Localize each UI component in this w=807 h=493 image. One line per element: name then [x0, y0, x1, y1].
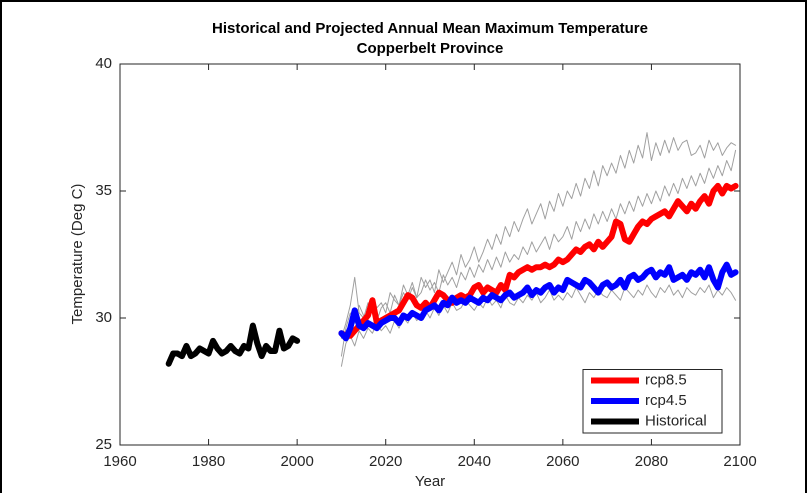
x-tick-label: 1960 [103, 453, 136, 470]
y-axis-label: Temperature (Deg C) [69, 184, 86, 325]
x-tick-label: 2080 [635, 453, 668, 470]
ensemble-line [340, 284, 737, 367]
legend-label: rcp8.5 [645, 371, 687, 388]
y-tick-label: 40 [95, 55, 112, 72]
chart-title: Historical and Projected Annual Mean Max… [212, 20, 648, 37]
y-tick-label: 35 [95, 182, 112, 199]
x-tick-label: 2060 [546, 453, 579, 470]
series-line [338, 261, 739, 342]
chart-subtitle: Copperbelt Province [357, 40, 504, 57]
legend-label: Historical [645, 412, 707, 429]
x-tick-label: 1980 [192, 453, 225, 470]
x-tick-label: 2040 [458, 453, 491, 470]
legend-label: rcp4.5 [645, 392, 687, 409]
x-tick-label: 2000 [280, 453, 313, 470]
series-line [165, 322, 301, 367]
y-tick-label: 25 [95, 436, 112, 453]
x-tick-label: 2020 [369, 453, 402, 470]
x-axis-label: Year [415, 473, 445, 490]
y-tick-label: 30 [95, 309, 112, 326]
series-line [338, 182, 739, 339]
x-tick-label: 2100 [723, 453, 756, 470]
axes-frame [119, 63, 741, 446]
